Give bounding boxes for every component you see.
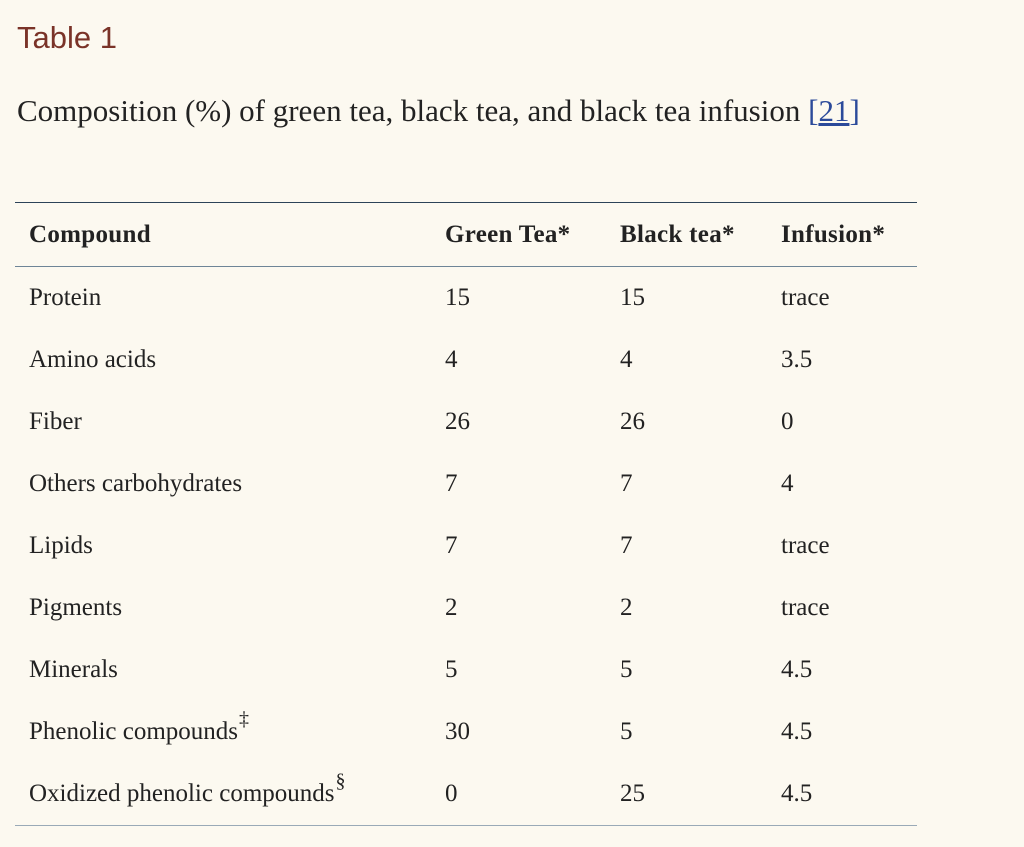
ref-bracket-open: [: [808, 93, 819, 128]
table-row: Amino acids 4 4 3.5: [15, 329, 917, 391]
cell-green-tea: 0: [445, 780, 458, 807]
table-caption: Composition (%) of green tea, black tea,…: [17, 90, 860, 132]
cell-infusion: 4.5: [781, 718, 813, 745]
table-row: Protein 15 15 trace: [15, 267, 917, 330]
cell-green-tea: 30: [445, 718, 470, 745]
compound-name: Others carbohydrates: [29, 470, 243, 497]
table-row: Others carbohydrates 7 7 4: [15, 453, 917, 515]
compound-name: Amino acids: [29, 346, 157, 373]
table-row: Pigments 2 2 trace: [15, 577, 917, 639]
cell-green-tea: 7: [445, 532, 458, 559]
cell-green-tea: 7: [445, 470, 458, 497]
cell-compound: Oxidized phenolic compounds§: [15, 763, 445, 826]
cell-black-tea: 5: [620, 656, 633, 683]
table-row: Fiber 26 26 0: [15, 391, 917, 453]
cell-infusion: trace: [781, 594, 830, 621]
cell-infusion: 4: [781, 470, 794, 497]
cell-infusion: 3.5: [781, 346, 813, 373]
compound-name: Minerals: [29, 656, 118, 683]
cell-green-tea: 2: [445, 594, 458, 621]
compound-name: Protein: [29, 284, 102, 311]
table-row: Minerals 5 5 4.5: [15, 639, 917, 701]
footnote-mark: §: [335, 770, 346, 792]
header-infusion: Infusion*: [781, 220, 886, 248]
cell-green-tea: 26: [445, 408, 470, 435]
cell-black-tea: 2: [620, 594, 633, 621]
cell-infusion: 4.5: [781, 656, 813, 683]
cell-infusion: trace: [781, 532, 830, 559]
cell-black-tea: 5: [620, 718, 633, 745]
cell-compound: Others carbohydrates: [15, 453, 445, 515]
table-header-row: Compound Green Tea* Black tea* Infusion*: [15, 202, 917, 267]
cell-black-tea: 4: [620, 346, 633, 373]
table-body: Protein 15 15 trace Amino acids 4 4 3.5 Fiber 26 2…: [15, 267, 917, 826]
compound-name: Fiber: [29, 408, 82, 435]
cell-infusion: 4.5: [781, 780, 813, 807]
cell-green-tea: 5: [445, 656, 458, 683]
composition-table: Compound Green Tea* Black tea* Infusion*…: [15, 202, 917, 826]
cell-black-tea: 26: [620, 408, 645, 435]
table-label: Table 1: [17, 20, 117, 55]
cell-green-tea: 4: [445, 346, 458, 373]
cell-compound: Minerals: [15, 639, 445, 701]
cell-black-tea: 25: [620, 780, 645, 807]
cell-infusion: trace: [781, 284, 830, 311]
compound-name: Oxidized phenolic compounds: [29, 780, 335, 807]
header-green-tea: Green Tea*: [445, 220, 571, 248]
reference-link[interactable]: 21: [818, 93, 850, 128]
header-compound: Compound: [29, 220, 151, 248]
cell-compound: Pigments: [15, 577, 445, 639]
ref-bracket-close: ]: [849, 93, 860, 128]
footnote-mark: ‡: [239, 708, 250, 730]
cell-black-tea: 7: [620, 470, 633, 497]
table-row: Phenolic compounds‡ 30 5 4.5: [15, 701, 917, 763]
cell-green-tea: 15: [445, 284, 470, 311]
cell-black-tea: 15: [620, 284, 645, 311]
cell-infusion: 0: [781, 408, 794, 435]
table-row: Oxidized phenolic compounds§ 0 25 4.5: [15, 763, 917, 826]
cell-compound: Lipids: [15, 515, 445, 577]
compound-name: Pigments: [29, 594, 123, 621]
cell-compound: Amino acids: [15, 329, 445, 391]
header-black-tea: Black tea*: [620, 220, 735, 248]
compound-name: Phenolic compounds: [29, 718, 239, 745]
cell-compound: Protein: [15, 267, 445, 330]
cell-black-tea: 7: [620, 532, 633, 559]
compound-name: Lipids: [29, 532, 93, 559]
caption-text: Composition (%) of green tea, black tea,…: [17, 93, 809, 128]
cell-compound: Phenolic compounds‡: [15, 701, 445, 763]
cell-compound: Fiber: [15, 391, 445, 453]
table-row: Lipids 7 7 trace: [15, 515, 917, 577]
